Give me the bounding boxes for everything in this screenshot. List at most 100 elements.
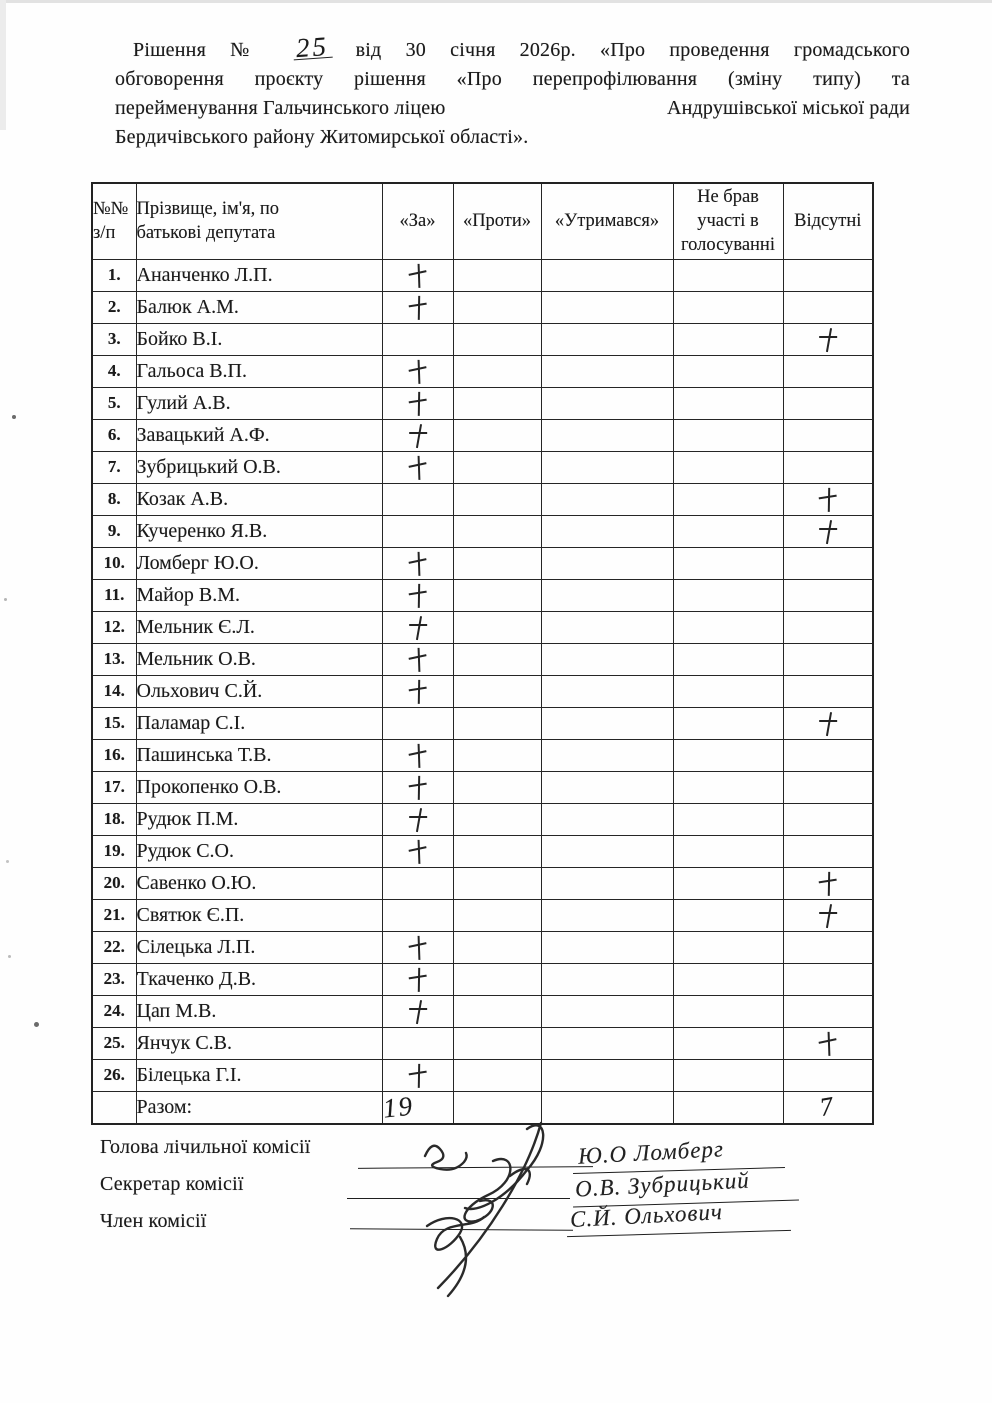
proty-cell [452,994,542,1028]
scan-speck [34,1022,39,1027]
deputy-name: Пашинська Т.В. [135,738,383,772]
za-cell [381,290,454,324]
header-line-3: перейменування Гальчинського ліцею Андруш… [115,94,910,123]
vidsutni-cell [782,1026,874,1060]
za-cell [381,386,454,420]
total-vidsutni-cell: 7 [782,1090,874,1124]
proty-cell [452,578,542,612]
vidsutni-cell [782,738,874,772]
utrymavsia-cell [540,1026,674,1060]
ne-brav-cell [672,322,784,356]
ne-brav-cell [672,386,784,420]
vote-plus-mark [407,583,427,609]
za-cell [381,802,454,836]
signature-stroke [425,1215,486,1251]
signature-role-head: Голова лічильної комісії [100,1136,311,1158]
proty-cell [452,450,542,484]
vidsutni-cell [782,930,874,964]
table-row: 26. Білецька Г.І. [91,1058,874,1092]
vote-plus-mark [407,1063,427,1089]
row-number: 15. [91,706,137,740]
row-number: 10. [91,546,137,580]
deputy-name: Мельник О.В. [135,642,383,676]
proty-cell [452,322,542,356]
col-header-za: «За» [381,182,454,260]
proty-cell [452,418,542,452]
row-number: 3. [91,322,137,356]
utrymavsia-cell [540,738,674,772]
proty-cell [452,546,542,580]
utrymavsia-cell [540,898,674,932]
proty-cell [452,706,542,740]
table-row: 25. Янчук С.В. [91,1026,874,1060]
table-row: 18. Рудюк П.М. [91,802,874,836]
table-total-body: Разом: 19 7 [91,1090,874,1124]
row-number: 26. [91,1058,137,1092]
signature-line [347,1198,570,1199]
proty-cell [452,354,542,388]
row-number: 5. [91,386,137,420]
ne-brav-cell [672,642,784,676]
proty-cell [452,738,542,772]
row-number: 7. [91,450,137,484]
scan-edge-artifact [0,0,992,3]
row-number: 21. [91,898,137,932]
signature-stroke [446,1235,468,1298]
utrymavsia-cell [540,354,674,388]
ne-brav-cell [672,866,784,900]
ne-brav-cell [672,610,784,644]
vote-plus-mark [407,967,427,993]
vote-plus-mark [818,904,837,929]
table-row: 13. Мельник О.В. [91,642,874,676]
vidsutni-cell [782,1058,874,1092]
table-row: 7. Зубрицький О.В. [91,450,874,484]
proty-cell [452,866,542,900]
utrymavsia-cell [540,322,674,356]
deputy-name: Ананченко Л.П. [135,258,383,292]
signature-scrawls [423,1121,545,1298]
row-number: 20. [91,866,137,900]
vote-plus-mark [818,871,838,897]
signature-stroke [423,1144,468,1171]
utrymavsia-cell [540,706,674,740]
table-row: 20. Савенко О.Ю. [91,866,874,900]
ne-brav-cell [672,482,784,516]
row-number: 9. [91,514,137,548]
za-cell [381,994,454,1028]
proty-cell [452,770,542,804]
row-number: 22. [91,930,137,964]
row-number: 4. [91,354,137,388]
row-number: 14. [91,674,137,708]
vote-plus-mark [408,616,427,641]
vote-plus-mark [407,647,429,674]
proty-cell [452,1026,542,1060]
za-cell [381,834,454,868]
vidsutni-cell [782,642,874,676]
utrymavsia-cell [540,1058,674,1092]
vote-plus-mark [407,839,429,866]
col-header-ne-brav-uchasti: Не брав участі в голосуванні [672,182,784,260]
vote-plus-mark [407,551,429,578]
utrymavsia-cell [540,578,674,612]
vote-plus-mark [818,712,837,737]
utrymavsia-cell [540,802,674,836]
vidsutni-cell [782,898,874,932]
utrymavsia-cell [540,514,674,548]
ne-brav-cell [672,1058,784,1092]
vote-plus-mark [407,775,427,801]
table-row: 15. Паламар С.І. [91,706,874,740]
za-cell [381,610,454,644]
table-row: 17. Прокопенко О.В. [91,770,874,804]
decision-header-paragraph: Рішення № 25 від 30 січня 2026р. «Про пр… [115,31,910,152]
deputy-name: Паламар С.І. [135,706,383,740]
deputy-name: Завацький А.Ф. [135,418,383,452]
utrymavsia-cell [540,962,674,996]
ne-brav-cell [672,898,784,932]
table-row: 12. Мельник Є.Л. [91,610,874,644]
ne-brav-cell [672,1026,784,1060]
table-row: 2. Балюк А.М. [91,290,874,324]
deputy-name: Гулий А.В. [135,386,383,420]
voting-results-table: №№ з/п Прізвище, ім'я, по батькові депута… [91,182,874,1125]
header-line-2: обговорення проєкту рішення «Про перепро… [115,68,910,90]
